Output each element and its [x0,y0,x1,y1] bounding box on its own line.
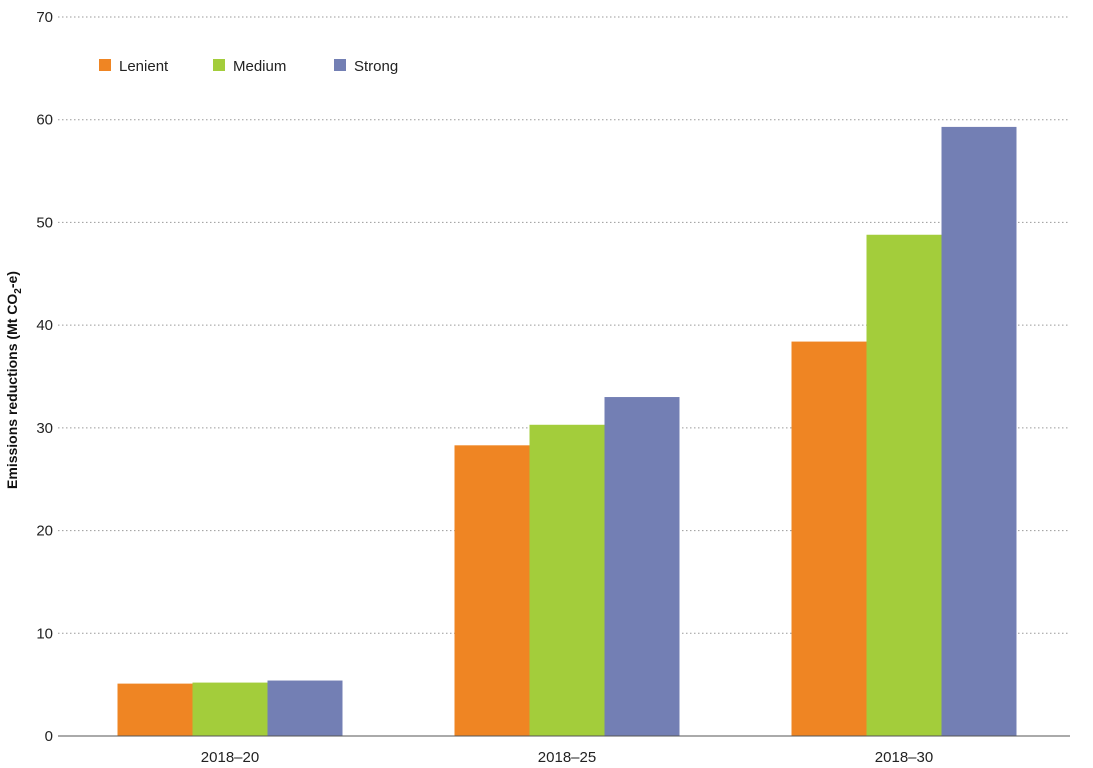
y-tick-label: 0 [45,728,53,745]
y-tick-label: 30 [36,420,53,437]
x-tick-label: 2018–30 [875,749,933,766]
bar-strong-2 [604,397,680,736]
legend-label-medium: Medium [233,58,286,75]
bar-strong-3 [941,126,1017,736]
x-tick-label: 2018–20 [201,749,259,766]
legend: Lenient Medium Strong [99,58,398,75]
bar-lenient-1 [117,683,193,736]
bar-medium-2 [529,424,605,736]
y-axis-label-end: -e) [4,271,20,288]
bar-medium-3 [866,234,942,737]
y-tick-labels: 0 10 20 30 40 50 60 70 [36,9,53,745]
legend-label-lenient: Lenient [119,58,169,75]
bar-strong-1 [267,680,343,736]
y-axis-label-main: Emissions reductions (Mt CO [4,294,20,489]
y-tick-label: 10 [36,625,53,642]
y-axis-label: Emissions reductions (Mt CO2-e) [4,271,24,489]
y-tick-label: 60 [36,112,53,129]
y-tick-label: 40 [36,317,53,334]
legend-swatch-lenient [99,59,111,71]
y-tick-label: 70 [36,9,53,26]
bar-medium-1 [192,682,268,736]
legend-swatch-medium [213,59,225,71]
bar-lenient-3 [791,341,867,736]
gridlines [58,16,1070,634]
legend-swatch-strong [334,59,346,71]
bars [117,126,1017,737]
legend-label-strong: Strong [354,58,398,75]
y-axis-label-subscript: 2 [13,288,24,294]
y-tick-label: 20 [36,523,53,540]
bar-lenient-2 [454,445,530,736]
x-tick-labels: 2018–20 2018–25 2018–30 [201,749,933,766]
x-tick-label: 2018–25 [538,749,596,766]
y-tick-label: 50 [36,214,53,231]
